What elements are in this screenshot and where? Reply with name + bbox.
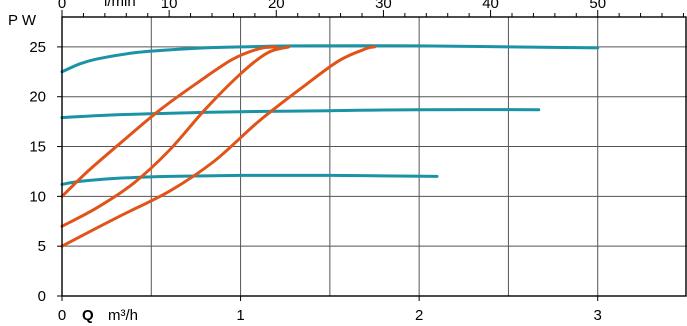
orange-curve-4 xyxy=(60,45,278,198)
top-tick-label: 30 xyxy=(375,0,392,12)
y-axis-label: P W xyxy=(8,12,37,29)
teal-curve-2 xyxy=(60,108,541,120)
y-tick-label: 25 xyxy=(29,39,46,56)
grid xyxy=(62,17,687,296)
x-tick-label: 0 xyxy=(58,307,66,324)
labels: P W Q m³/h l/min xyxy=(8,0,138,324)
top-tick-label: 10 xyxy=(161,0,178,12)
plot-frame xyxy=(61,16,687,297)
teal-curve-3 xyxy=(60,173,439,186)
top-tick-label: 40 xyxy=(482,0,499,12)
teal-curve-1 xyxy=(60,44,600,74)
orange-curve-5 xyxy=(60,45,291,228)
y-tick-label: 5 xyxy=(38,238,46,255)
y-tick-label: 10 xyxy=(29,188,46,205)
top-axis-unit: l/min xyxy=(104,0,136,10)
x-axis-unit: m³/h xyxy=(108,307,138,324)
y-tick-label: 15 xyxy=(29,139,46,156)
top-tick-label: 0 xyxy=(58,0,66,12)
top-tick-label: 50 xyxy=(589,0,606,12)
x-tick-label: 2 xyxy=(415,307,423,324)
x-tick-label: 1 xyxy=(236,307,244,324)
y-tick-label: 0 xyxy=(38,288,46,305)
x-axis-symbol: Q xyxy=(82,307,94,324)
series-layer xyxy=(60,44,600,248)
y-tick-label: 20 xyxy=(29,89,46,106)
orange-curve-6 xyxy=(60,45,376,248)
x-tick-label: 3 xyxy=(594,307,602,324)
top-tick-label: 20 xyxy=(268,0,285,12)
